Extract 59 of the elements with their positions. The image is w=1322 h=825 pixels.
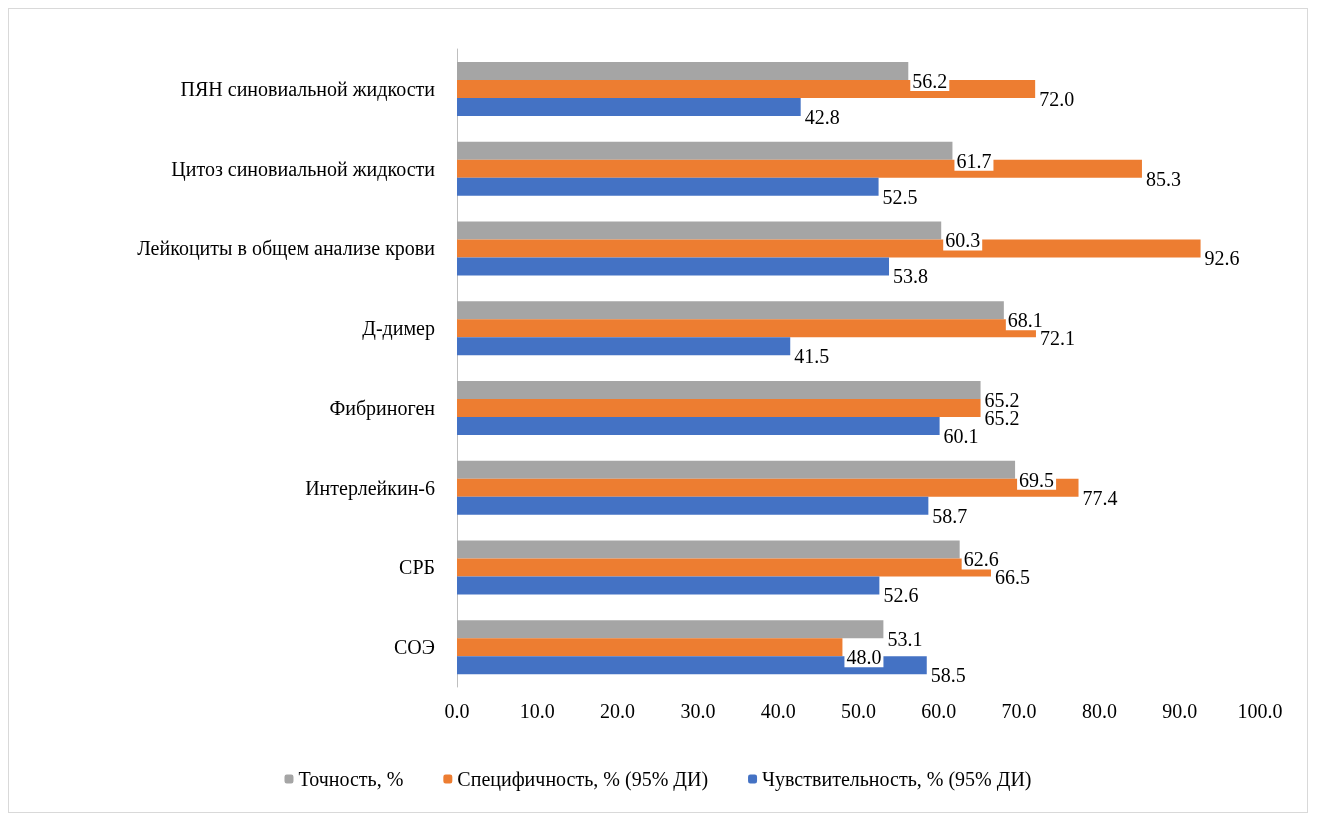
bar: [457, 97, 801, 116]
bar: [457, 496, 929, 515]
bar: [457, 540, 960, 559]
data-label: 56.2: [912, 69, 948, 92]
legend-label: Точность, %: [298, 768, 404, 790]
data-label: 60.1: [943, 424, 979, 447]
y-tick-label: Фибриноген: [329, 396, 436, 420]
x-tick-label: 60.0: [921, 700, 957, 722]
data-label: 53.1: [887, 628, 923, 651]
data-label: 53.8: [893, 265, 929, 288]
x-tick-label: 0.0: [444, 700, 470, 722]
bar: [457, 301, 1004, 320]
y-tick-label: Цитоз синовиальной жидкости: [171, 157, 436, 181]
y-tick-label: Д-димер: [362, 317, 435, 341]
data-label: 69.5: [1019, 468, 1055, 491]
data-label: 60.3: [945, 229, 981, 252]
data-label: 42.8: [804, 105, 840, 128]
data-label: 85.3: [1145, 167, 1181, 190]
bar: [457, 221, 942, 240]
data-label: 48.0: [846, 646, 882, 669]
x-tick-label: 80.0: [1081, 700, 1117, 722]
bar: [457, 620, 884, 639]
bar: [457, 398, 981, 417]
x-tick-label: 10.0: [519, 700, 555, 722]
x-tick-label: 100.0: [1237, 700, 1283, 722]
bar: [457, 257, 890, 276]
bar: [457, 576, 880, 595]
data-label: 72.0: [1039, 87, 1075, 110]
data-label: 58.7: [932, 504, 968, 527]
bar: [457, 177, 879, 196]
data-label: 41.5: [794, 345, 830, 368]
y-tick-label: СОЭ: [394, 636, 435, 659]
data-label: 52.5: [882, 185, 918, 208]
data-label: 62.6: [963, 548, 999, 571]
bar: [457, 141, 953, 160]
x-tick-label: 90.0: [1162, 700, 1198, 722]
x-tick-label: 50.0: [841, 700, 876, 722]
bar: [457, 61, 909, 80]
bar: [457, 337, 791, 356]
bar: [457, 380, 981, 399]
y-tick-label: ПЯН синовиальной жидкости: [180, 77, 436, 101]
x-tick-label: 70.0: [1001, 700, 1037, 722]
x-tick-label: 40.0: [760, 700, 796, 722]
y-tick-label: СРБ: [399, 556, 435, 579]
y-tick-label: Интерлейкин-6: [305, 476, 435, 500]
data-label: 92.6: [1204, 247, 1240, 270]
data-label: 68.1: [1007, 309, 1043, 332]
bar: [457, 638, 843, 657]
legend-label: Чувствительность, % (95% ДИ): [762, 768, 1032, 791]
data-label: 58.5: [930, 664, 966, 687]
bar: [457, 460, 1016, 479]
bar: [457, 416, 940, 435]
data-label: 77.4: [1082, 486, 1118, 509]
x-tick-label: 20.0: [600, 700, 636, 722]
x-tick-label: 30.0: [680, 700, 716, 722]
y-tick-label: Лейкоциты в общем анализе крови: [137, 237, 436, 261]
data-label: 61.7: [956, 149, 992, 172]
legend-label: Специфичность, % (95% ДИ): [457, 768, 709, 791]
data-label: 52.6: [883, 584, 919, 607]
